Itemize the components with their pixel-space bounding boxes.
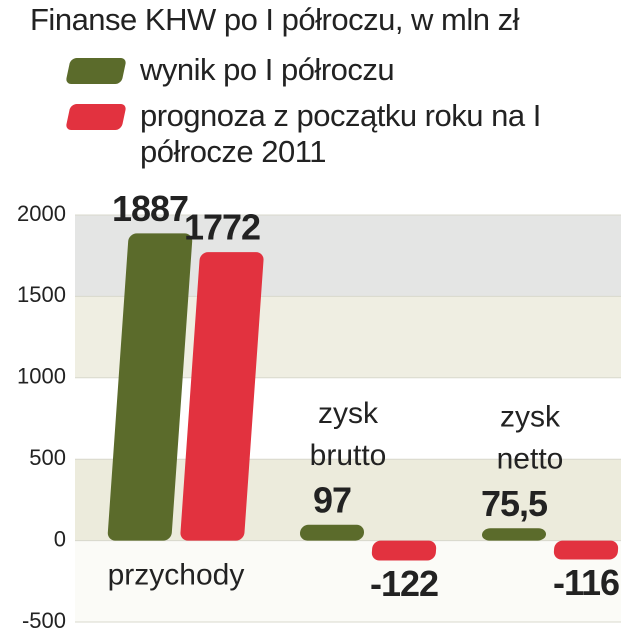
legend-label: wynik po I półroczu (140, 52, 395, 87)
legend-label: prognoza z początku roku na I półrocze 2… (140, 98, 541, 169)
bar (299, 524, 365, 541)
y-tick-label: 1500 (17, 282, 66, 307)
bar (553, 540, 619, 560)
band (75, 540, 621, 622)
x-tick-label: przychody (108, 559, 245, 592)
y-tick-label: -500 (22, 608, 66, 633)
bar (107, 233, 193, 541)
y-tick-label: 2000 (17, 201, 66, 226)
value-label: -122 (370, 563, 438, 604)
value-label: 1887 (112, 188, 188, 229)
bar (481, 528, 547, 541)
bar (180, 252, 264, 541)
value-label: 1772 (184, 207, 260, 248)
y-tick-label: 0 (54, 526, 66, 551)
x-tick-label: zysk netto (497, 400, 564, 475)
legend-swatch (65, 104, 127, 130)
legend-swatch (65, 58, 127, 84)
value-label: 75,5 (481, 483, 548, 524)
y-tick-label: 500 (29, 445, 66, 470)
value-label: -116 (553, 562, 619, 603)
legend-item: prognoza z początku roku na I półrocze 2… (65, 98, 560, 170)
chart-title: Finanse KHW po I półroczu, w mln zł (30, 2, 520, 37)
x-tick-label: zysk brutto (310, 397, 387, 472)
value-label: 97 (313, 479, 351, 520)
y-tick-label: 1000 (17, 364, 66, 389)
legend-item: wynik po I półroczu (65, 52, 560, 88)
bar (371, 540, 437, 561)
